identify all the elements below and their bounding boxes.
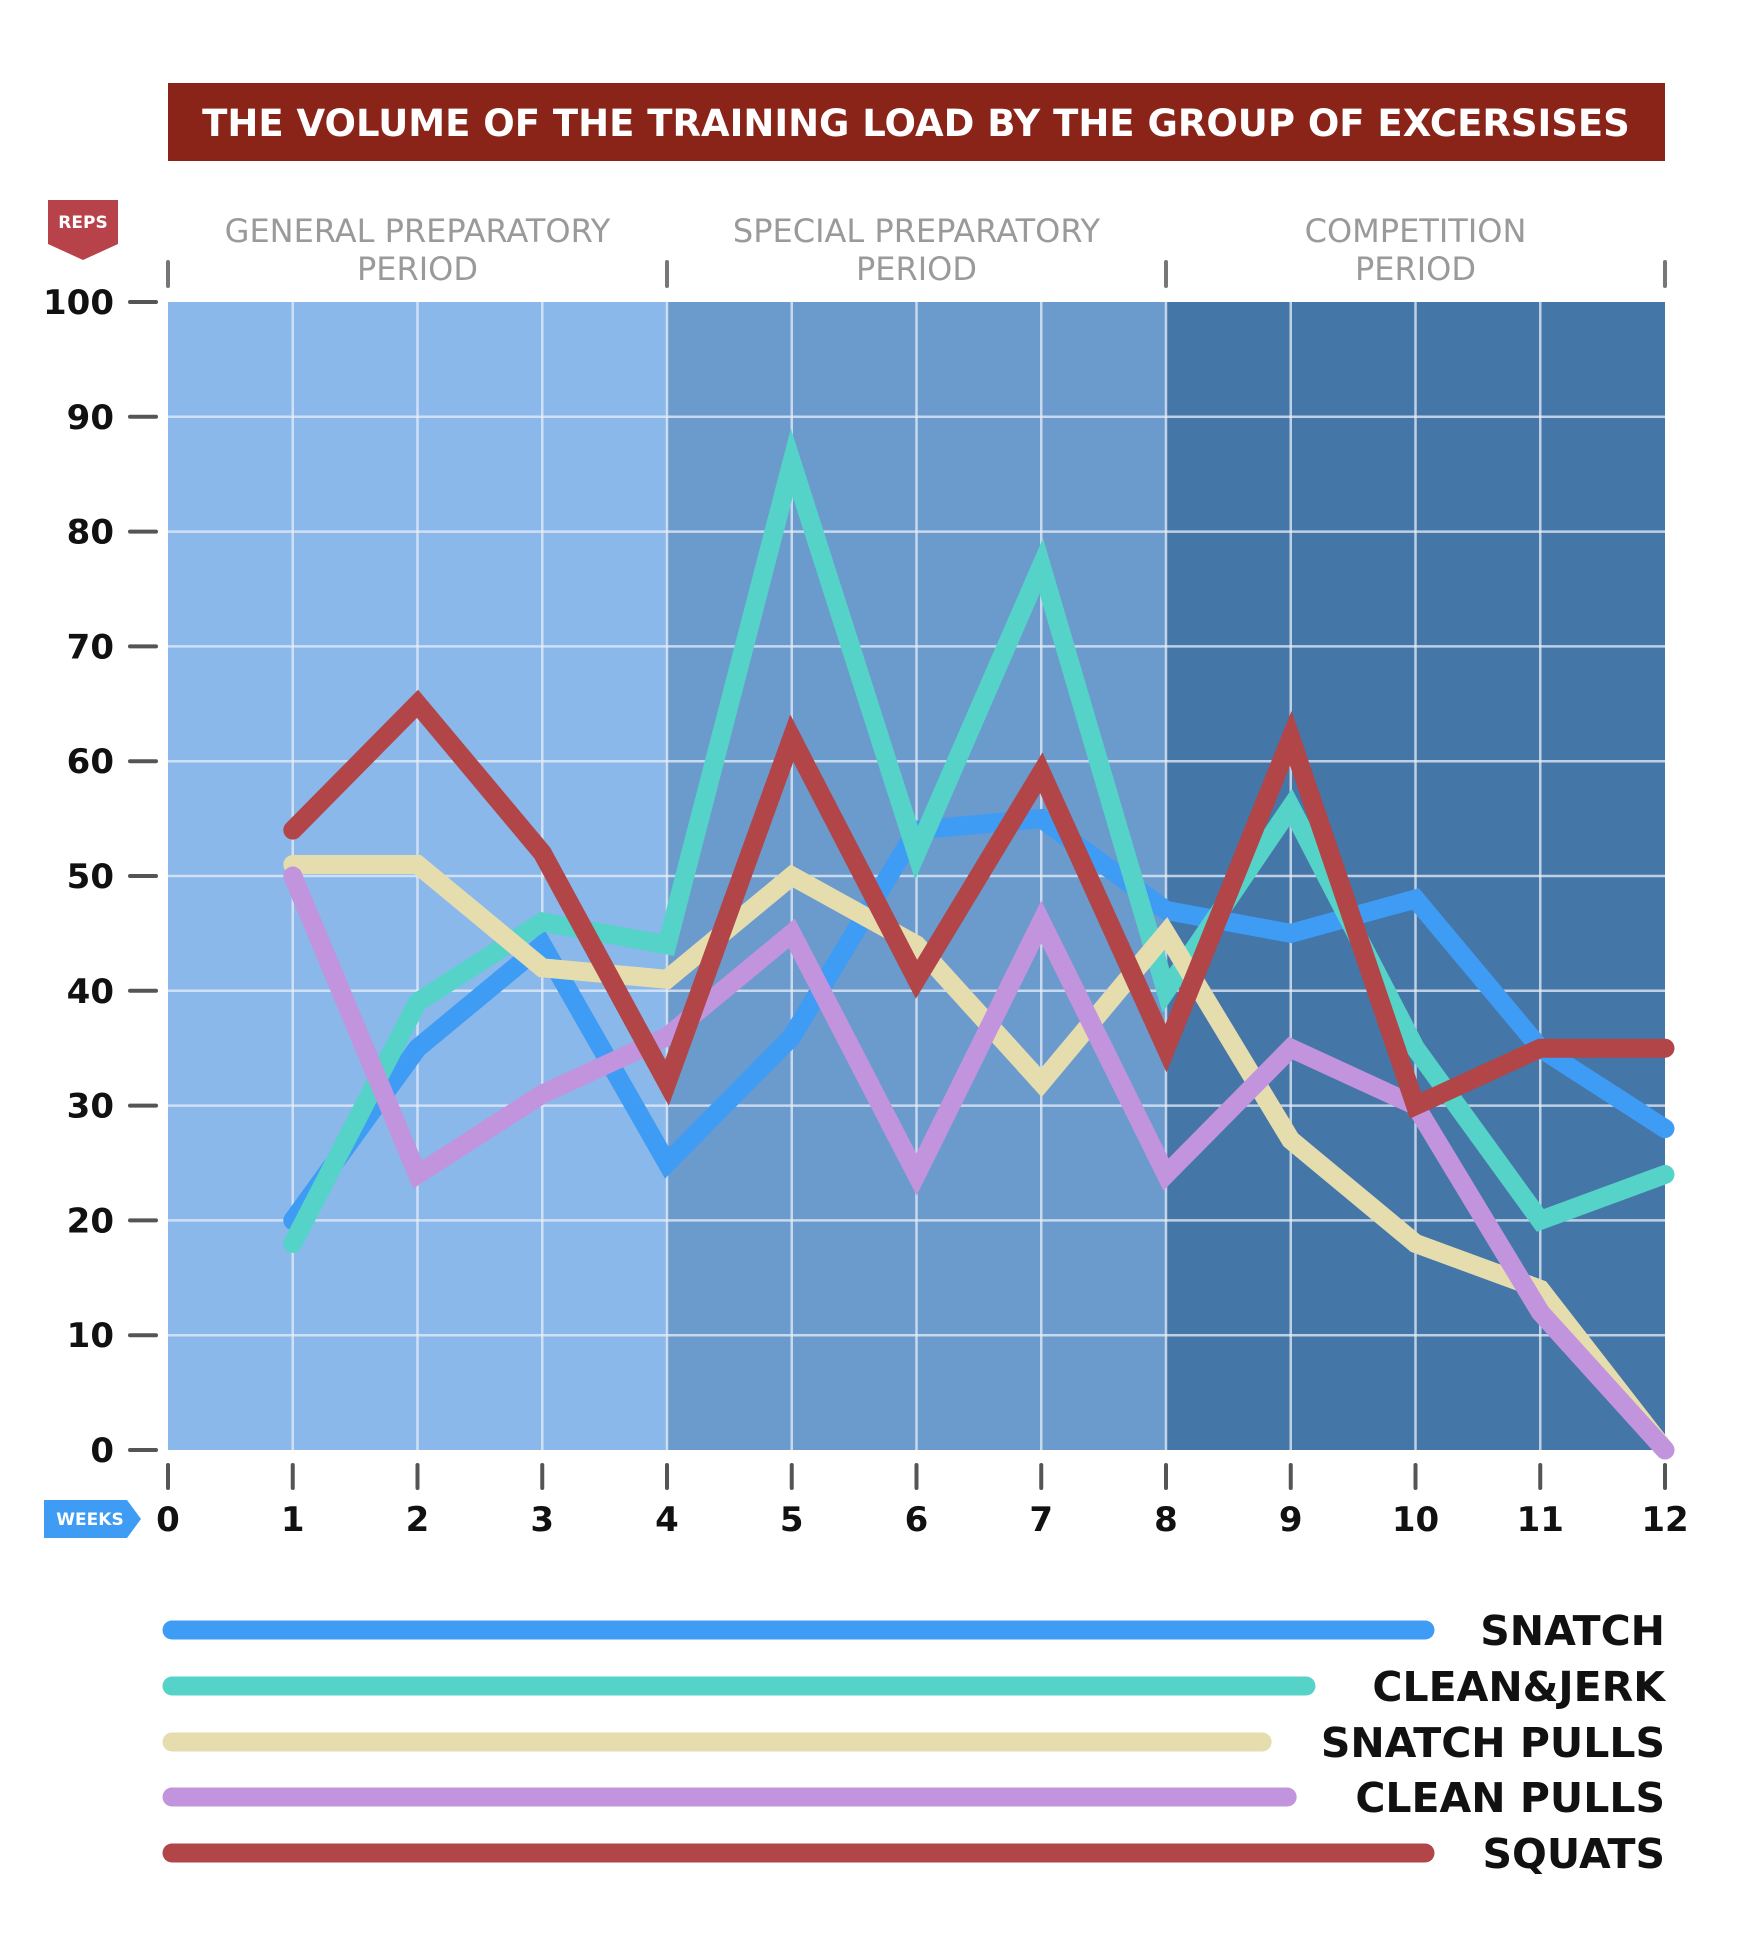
series-line-clean-jerk [283, 428, 1675, 1253]
legend-label-1: CLEAN&JERK [1372, 1663, 1667, 1711]
x-tick-label: 5 [780, 1500, 804, 1540]
series-lines [283, 428, 1675, 1460]
period-label-line1: COMPETITION [1305, 212, 1527, 250]
y-tick-label: 10 [67, 1316, 114, 1356]
reps-badge [48, 200, 118, 260]
x-tick-label: 3 [530, 1500, 554, 1540]
period-label-line2: PERIOD [1355, 250, 1476, 288]
x-tick-label: 11 [1517, 1500, 1564, 1540]
period-label-line2: PERIOD [357, 250, 478, 288]
y-tick-label: 30 [67, 1087, 114, 1127]
title-bar [168, 83, 1665, 161]
y-tick-label: 100 [43, 283, 114, 323]
x-tick-label: 8 [1154, 1500, 1178, 1540]
x-tick-label: 10 [1392, 1500, 1439, 1540]
x-tick-label: 1 [281, 1500, 305, 1540]
legend-label-2: SNATCH PULLS [1321, 1719, 1665, 1767]
series-line-squats [283, 689, 1675, 1119]
legend-label-3: CLEAN PULLS [1355, 1774, 1665, 1822]
chart-title: THE VOLUME OF THE TRAINING LOAD BY THE G… [202, 102, 1630, 145]
y-tick-label: 50 [67, 857, 114, 897]
series-line-clean-pulls [283, 866, 1675, 1460]
x-tick-label: 7 [1029, 1500, 1053, 1540]
weeks-badge [44, 1500, 141, 1538]
y-tick-label: 80 [67, 513, 114, 553]
series-line-snatch-pulls [283, 855, 1675, 1460]
x-tick-label: 2 [406, 1500, 430, 1540]
x-tick-label: 12 [1641, 1500, 1688, 1540]
reps-label: REPS [58, 213, 107, 233]
y-tick-label: 0 [90, 1431, 114, 1471]
y-tick-label: 90 [67, 398, 114, 438]
y-tick-label: 40 [67, 972, 114, 1012]
x-tick-label: 4 [655, 1500, 679, 1540]
y-tick-label: 70 [67, 627, 114, 667]
x-tick-label: 6 [905, 1500, 929, 1540]
legend-label-4: SQUATS [1483, 1830, 1665, 1878]
y-tick-label: 60 [67, 742, 114, 782]
x-tick-label: 9 [1279, 1500, 1303, 1540]
period-label-line1: GENERAL PREPARATORY [225, 212, 611, 250]
legend-label-0: SNATCH [1480, 1607, 1665, 1655]
x-tick-label: 0 [156, 1500, 180, 1540]
y-tick-label: 20 [67, 1201, 114, 1241]
legend: SNATCH CLEAN&JERK SNATCH PULLS CLEAN PULLS S… [162, 1607, 1667, 1878]
period-label-line2: PERIOD [856, 250, 977, 288]
period-label-line1: SPECIAL PREPARATORY [733, 212, 1101, 250]
weeks-label: WEEKS [56, 1510, 123, 1530]
